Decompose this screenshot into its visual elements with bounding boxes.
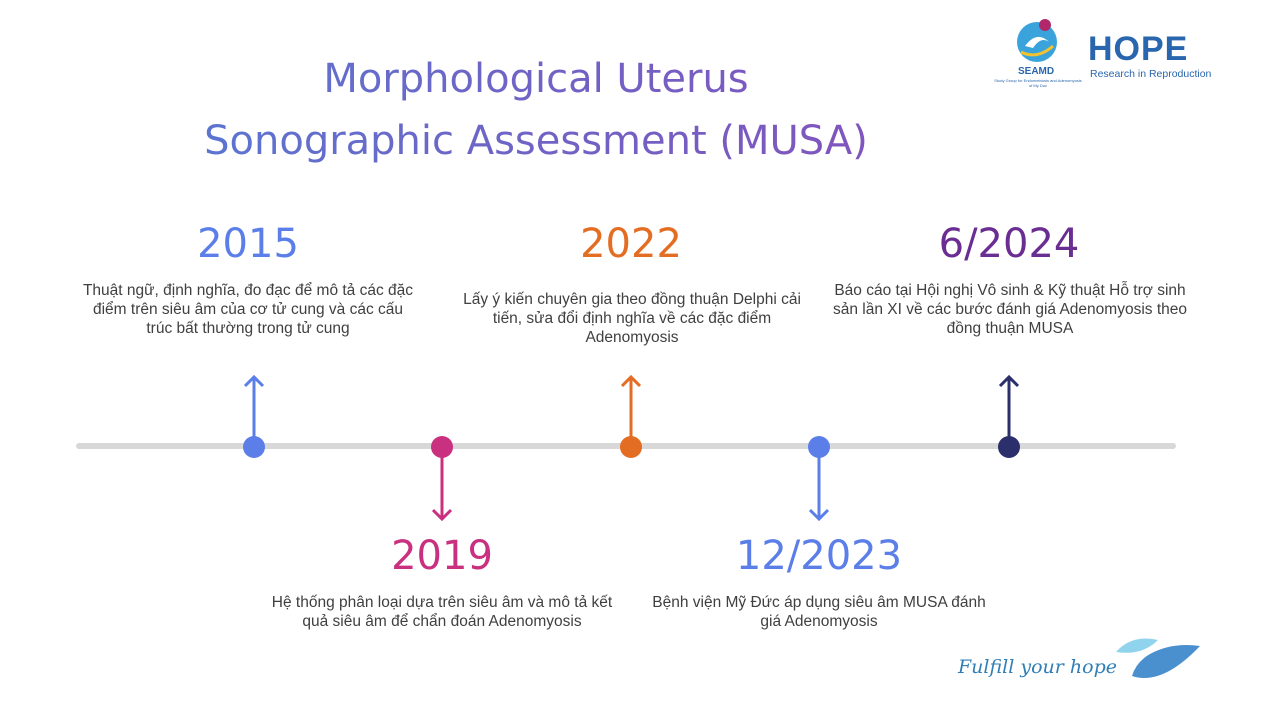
event-2015-year: 2015: [197, 221, 299, 267]
event-2023-arrow-icon: [808, 454, 830, 522]
event-2023-dot: [808, 436, 830, 458]
event-2024-arrow-icon: [998, 374, 1020, 440]
event-2024-dot: [998, 436, 1020, 458]
event-2019-arrow-icon: [431, 454, 453, 522]
event-2023-text: Bệnh viện Mỹ Đức áp dụng siêu âm MUSA đá…: [652, 594, 986, 630]
event-2019-year: 2019: [391, 533, 493, 579]
event-2015-dot: [243, 436, 265, 458]
hope-subtitle: Research in Reproduction: [1090, 68, 1212, 80]
event-2023-year: 12/2023: [735, 533, 903, 579]
leaf-logo-icon: [1116, 638, 1200, 678]
page-title-line-1: Morphological Uterus: [0, 48, 1072, 110]
event-2022-text: Lấy ý kiến chuyên gia theo đồng thuận De…: [463, 291, 801, 346]
event-2022-arrow-icon: [620, 374, 642, 440]
event-2022-year: 2022: [580, 221, 682, 267]
event-2015-arrow-icon: [243, 374, 265, 440]
page-title-line-2: Sonographic Assessment (MUSA): [0, 110, 1072, 172]
event-2019-dot: [431, 436, 453, 458]
seamd-name: SEAMD: [1018, 66, 1055, 77]
event-2022-dot: [620, 436, 642, 458]
event-2015-text: Thuật ngữ, định nghĩa, đo đạc để mô tả c…: [82, 282, 414, 337]
event-2024-text: Báo cáo tại Hội nghị Vô sinh & Kỹ thuật …: [832, 282, 1187, 337]
hope-logo: HOPE Research in Reproduction: [1088, 30, 1212, 86]
footer-tagline: Fulfill your hope: [958, 656, 1117, 678]
event-2024-year: 6/2024: [938, 221, 1080, 267]
hope-name: HOPE: [1088, 30, 1189, 68]
event-2019-text: Hệ thống phân loại dựa trên siêu âm và m…: [271, 594, 613, 630]
seamd-logo: SEAMD Study Group for Endometriosis and …: [985, 16, 1085, 88]
seamd-emblem-icon: [1017, 19, 1057, 62]
seamd-subtitle: Study Group for Endometriosis and Adenom…: [994, 78, 1082, 88]
